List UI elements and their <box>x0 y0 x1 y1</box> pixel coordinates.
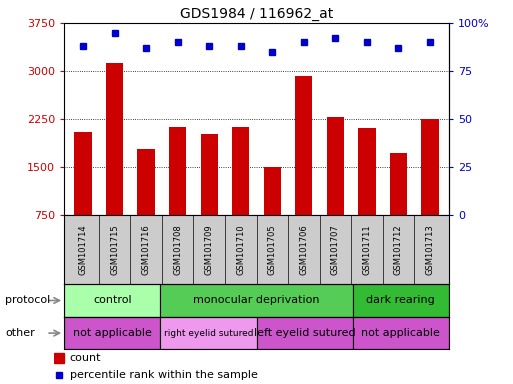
Bar <box>358 128 376 215</box>
Text: monocular deprivation: monocular deprivation <box>193 295 320 306</box>
Bar <box>137 149 155 215</box>
Bar <box>353 284 449 317</box>
Bar <box>64 284 160 317</box>
Text: GSM101711: GSM101711 <box>362 224 371 275</box>
Bar <box>54 353 64 363</box>
Text: GSM101708: GSM101708 <box>173 224 182 275</box>
Text: protocol: protocol <box>5 295 50 306</box>
Bar <box>169 127 186 215</box>
Bar <box>256 317 353 349</box>
Text: dark rearing: dark rearing <box>366 295 435 306</box>
Text: GSM101715: GSM101715 <box>110 224 119 275</box>
Text: control: control <box>93 295 131 306</box>
Text: GSM101707: GSM101707 <box>331 224 340 275</box>
Text: GSM101712: GSM101712 <box>394 224 403 275</box>
Bar <box>160 317 256 349</box>
Text: GSM101709: GSM101709 <box>205 224 214 275</box>
Text: GSM101705: GSM101705 <box>268 224 277 275</box>
Bar <box>295 76 312 215</box>
Text: percentile rank within the sample: percentile rank within the sample <box>70 370 258 381</box>
Bar <box>74 132 92 215</box>
Text: GSM101713: GSM101713 <box>425 224 435 275</box>
Bar <box>327 117 344 215</box>
Text: GSM101716: GSM101716 <box>142 224 151 275</box>
Bar <box>390 153 407 215</box>
Title: GDS1984 / 116962_at: GDS1984 / 116962_at <box>180 7 333 21</box>
Bar <box>264 167 281 215</box>
Bar <box>232 127 249 215</box>
Text: count: count <box>70 353 101 363</box>
Text: GSM101714: GSM101714 <box>78 224 88 275</box>
Bar <box>421 119 439 215</box>
Text: not applicable: not applicable <box>361 328 440 338</box>
Text: GSM101710: GSM101710 <box>236 224 245 275</box>
Text: other: other <box>5 328 35 338</box>
Bar <box>201 134 218 215</box>
Bar <box>106 63 123 215</box>
Text: not applicable: not applicable <box>73 328 152 338</box>
Text: right eyelid sutured: right eyelid sutured <box>164 329 253 338</box>
Text: left eyelid sutured: left eyelid sutured <box>254 328 356 338</box>
Bar <box>160 284 353 317</box>
Text: GSM101706: GSM101706 <box>299 224 308 275</box>
Bar <box>353 317 449 349</box>
Bar <box>64 317 160 349</box>
